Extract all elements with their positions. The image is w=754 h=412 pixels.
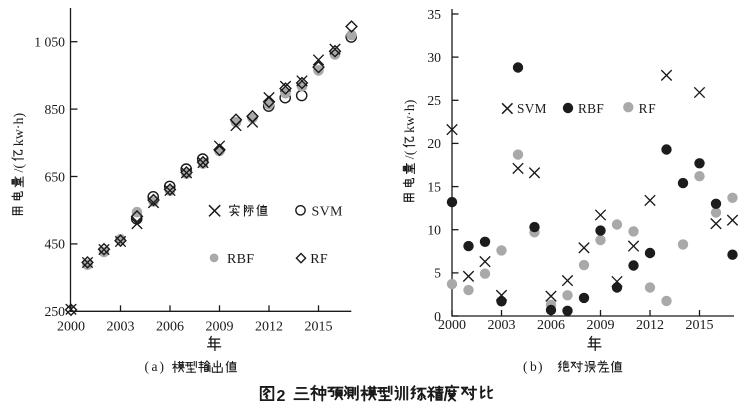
svg-text:35: 35 xyxy=(427,7,441,22)
svg-text:b: b xyxy=(530,359,537,374)
svg-text:kw·h): kw·h) xyxy=(403,99,418,133)
svg-text:RF: RF xyxy=(639,101,657,116)
svg-text:RF: RF xyxy=(310,252,328,267)
svg-text:450: 450 xyxy=(44,237,65,252)
svg-text:RBF: RBF xyxy=(227,252,254,267)
svg-text:/(: /( xyxy=(12,164,27,173)
svg-text:2015: 2015 xyxy=(305,319,333,334)
svg-text:2: 2 xyxy=(277,388,286,405)
svg-text:SVM: SVM xyxy=(312,204,343,219)
svg-text:10: 10 xyxy=(427,223,441,238)
svg-text:30: 30 xyxy=(427,50,441,65)
svg-text:kw·h): kw·h) xyxy=(12,113,27,147)
svg-text:20: 20 xyxy=(427,136,441,151)
svg-text:850: 850 xyxy=(44,102,65,117)
svg-text:1 050: 1 050 xyxy=(34,35,65,50)
svg-text:650: 650 xyxy=(44,169,65,184)
svg-text:2003: 2003 xyxy=(488,318,516,333)
svg-text:250: 250 xyxy=(44,304,65,319)
svg-text:2009: 2009 xyxy=(206,319,234,334)
svg-text:2015: 2015 xyxy=(686,318,714,333)
svg-text:2009: 2009 xyxy=(587,318,615,333)
svg-text:2003: 2003 xyxy=(107,319,135,334)
svg-text:(: ( xyxy=(145,359,150,374)
svg-text:2000: 2000 xyxy=(438,318,466,333)
svg-text:(: ( xyxy=(523,359,528,374)
svg-text:SVM: SVM xyxy=(517,101,547,116)
svg-text:RBF: RBF xyxy=(578,101,604,116)
svg-text:2012: 2012 xyxy=(636,318,664,333)
svg-text:/(: /( xyxy=(403,150,418,159)
svg-text:a: a xyxy=(152,359,158,374)
svg-text:2006: 2006 xyxy=(537,318,565,333)
svg-text:25: 25 xyxy=(427,93,441,108)
svg-text:): ) xyxy=(160,359,165,374)
svg-text:): ) xyxy=(538,359,543,374)
svg-text:5: 5 xyxy=(434,266,441,281)
svg-text:2006: 2006 xyxy=(156,319,184,334)
svg-text:0: 0 xyxy=(434,309,441,324)
svg-text:15: 15 xyxy=(427,179,441,194)
svg-text:2000: 2000 xyxy=(57,319,85,334)
svg-text:2012: 2012 xyxy=(255,319,283,334)
